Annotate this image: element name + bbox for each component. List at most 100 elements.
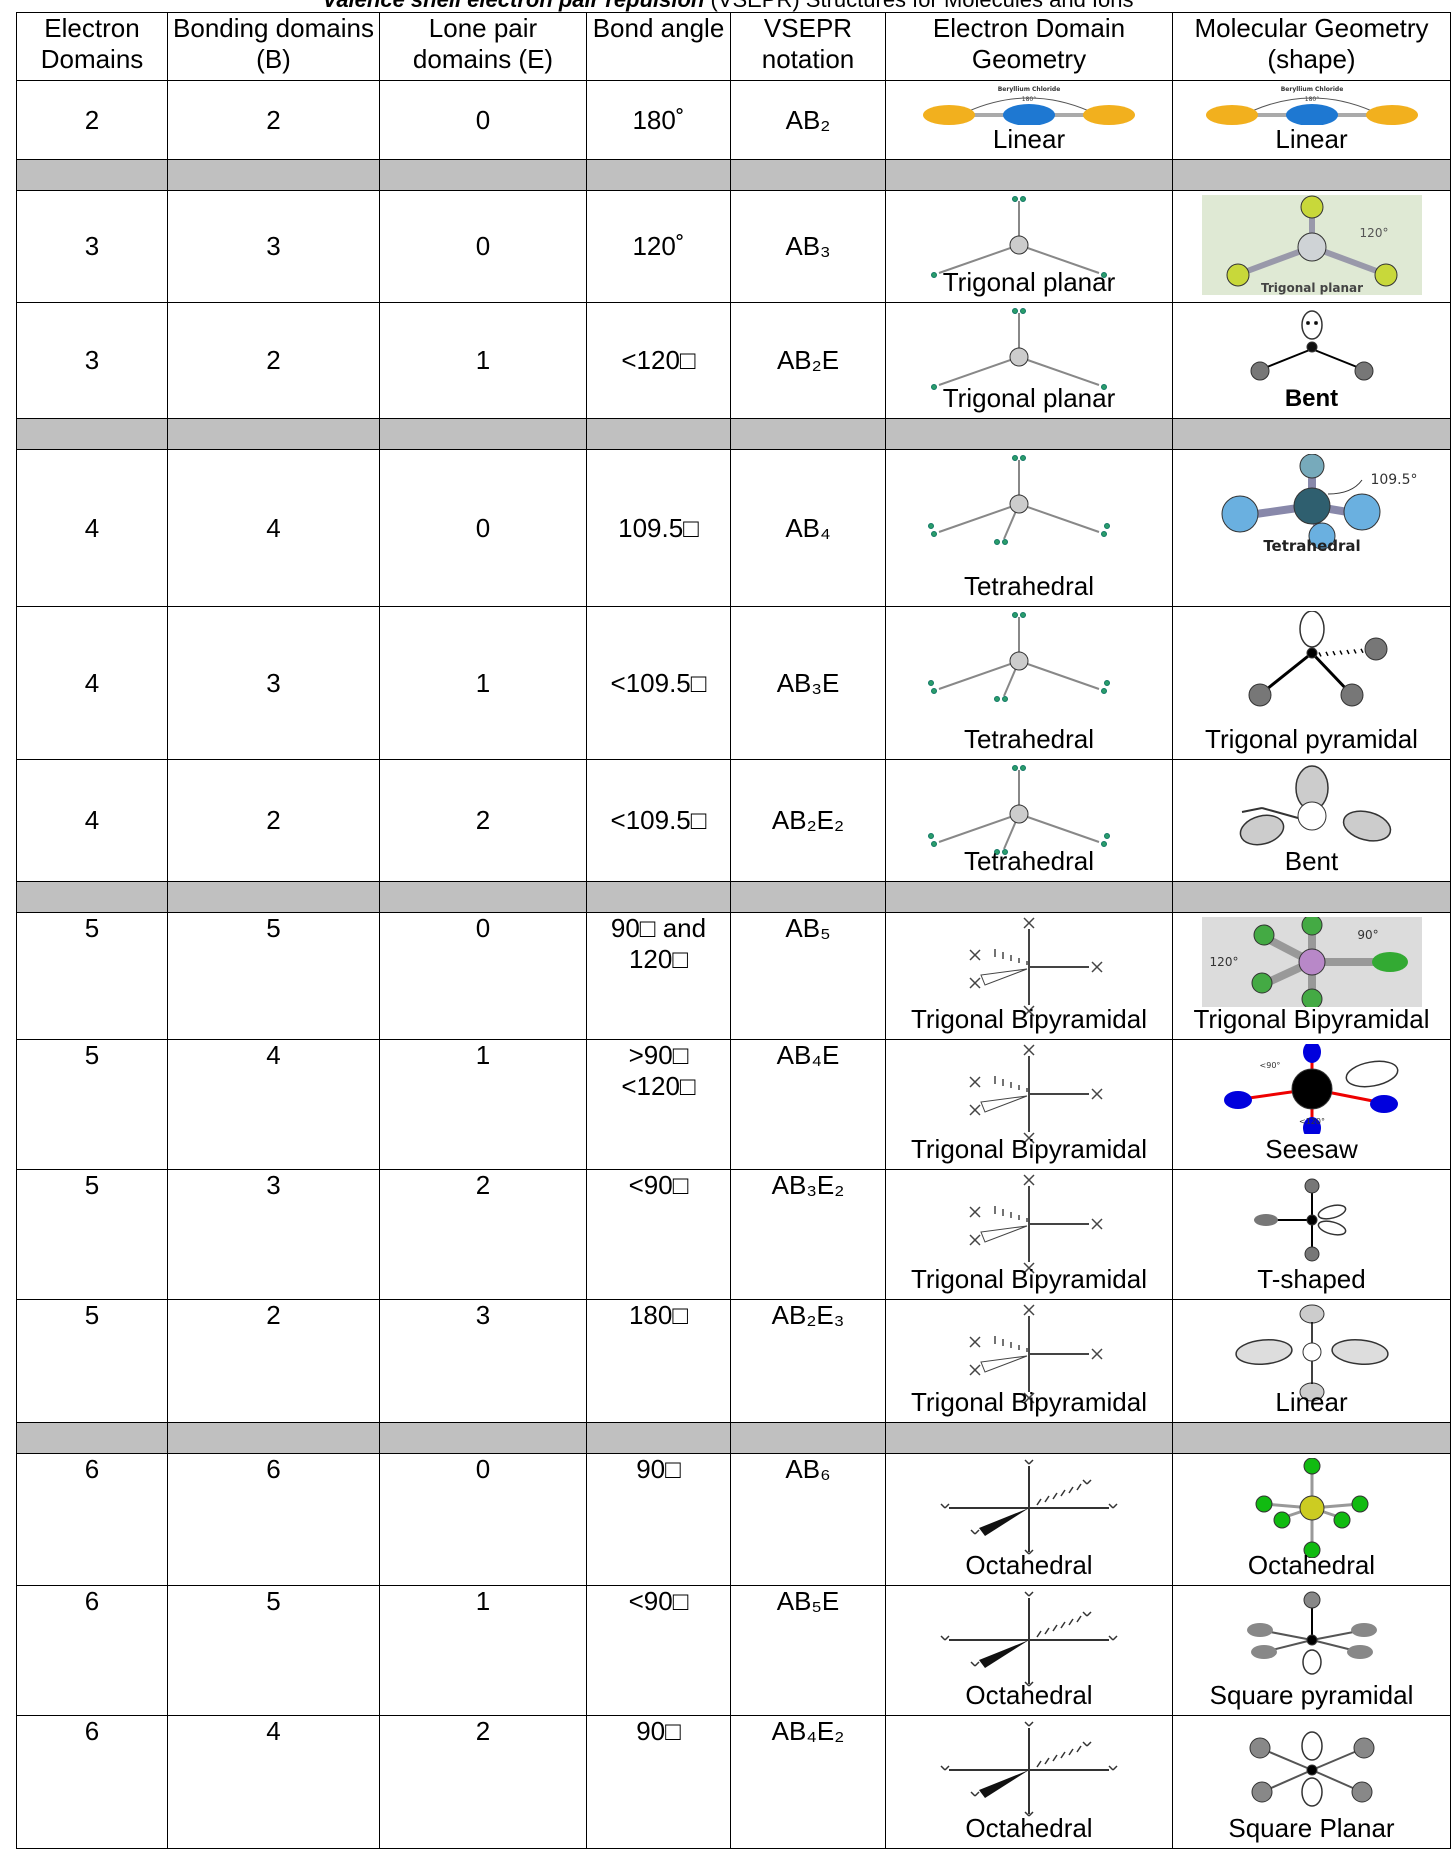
bond	[969, 1206, 981, 1218]
lone-pair	[1300, 1731, 1323, 1761]
diagram	[928, 612, 1110, 702]
title: Valence shell electron pair repulsion (V…	[0, 0, 1456, 12]
table-body: 2 2 0 180˚ AB₂ Beryllium Chloride 180° Linear Be…	[16, 80, 1451, 1849]
image-label: <90°	[1259, 1061, 1280, 1070]
geometry-label: Trigonal planar	[942, 383, 1116, 413]
diagram	[928, 455, 1110, 545]
bond	[1052, 1754, 1058, 1762]
bond	[1024, 1681, 1030, 1687]
bond	[938, 813, 1020, 843]
table-row: 5 4 1 >90□ <120□ AB₄E Trigonal Bipyramidal <90…	[16, 1039, 1451, 1170]
cell-domains: 5	[16, 1039, 168, 1170]
bond	[1331, 650, 1336, 656]
atom	[1306, 1634, 1317, 1646]
atom	[1083, 105, 1135, 125]
atom	[1251, 972, 1272, 994]
separator-cell	[1172, 418, 1451, 450]
atom	[923, 105, 975, 125]
bond	[1018, 660, 1100, 690]
atom	[1371, 952, 1408, 972]
image-label: Beryllium Chloride	[998, 86, 1061, 93]
bond	[969, 977, 981, 989]
bond	[1024, 1721, 1030, 1727]
bond	[1086, 1479, 1092, 1485]
separator-cell	[16, 881, 168, 913]
bond	[1086, 1741, 1092, 1747]
image-label: <120°	[1299, 1117, 1325, 1126]
atom	[1012, 308, 1018, 314]
bond	[1023, 1304, 1035, 1316]
cell-mg-geometry: Bent	[1172, 302, 1451, 419]
bond	[938, 244, 1020, 274]
bond	[1028, 1681, 1034, 1687]
bond	[1091, 1348, 1103, 1360]
cell-angle: 90□ and 120□	[586, 912, 731, 1040]
atom	[1020, 612, 1026, 618]
image-label: Tetrahedral	[1263, 537, 1360, 554]
title-bold: Valence shell electron pair repulsion	[322, 0, 704, 12]
table-row: 4 3 1 <109.5□ AB₃E Tetrahedral Trigonal pyrami…	[16, 606, 1451, 760]
separator-cell	[885, 1422, 1173, 1454]
atom	[1101, 688, 1107, 694]
atom	[1104, 523, 1110, 529]
cell-ed-geometry: Trigonal planar	[885, 190, 1173, 303]
atom	[928, 833, 934, 839]
atom	[1246, 1623, 1273, 1637]
cell-mg-geometry: Square Planar	[1172, 1715, 1451, 1849]
cell-lone: 0	[379, 1453, 587, 1586]
bond	[969, 1336, 981, 1348]
arc	[1327, 479, 1362, 495]
bond	[1112, 1503, 1118, 1509]
table-row: 4 4 0 109.5□ AB₄ Tetrahedral 109.5° Tetrahedral	[16, 449, 1451, 607]
bond	[1028, 1811, 1034, 1817]
bond	[1108, 1635, 1114, 1641]
atom	[1012, 612, 1018, 618]
lone-pair	[1300, 310, 1323, 340]
cell-domains: 6	[16, 1453, 168, 1586]
cell-notation: AB₆	[730, 1453, 886, 1586]
atom	[1250, 1645, 1277, 1659]
atom	[1303, 1541, 1320, 1558]
bond	[1060, 1751, 1066, 1759]
atom	[1226, 263, 1249, 287]
cell-notation: AB₂	[730, 80, 886, 160]
atom	[1101, 272, 1107, 278]
atom	[1020, 765, 1026, 771]
table-row: 3 2 1 <120□ AB₂E Trigonal planar Bent	[16, 302, 1451, 419]
atom	[1101, 531, 1107, 537]
separator-cell	[379, 1422, 587, 1454]
geometry-label: Trigonal Bipyramidal	[1193, 1004, 1430, 1034]
atom	[1301, 988, 1322, 1007]
cell-lone: 1	[379, 606, 587, 760]
atom	[1273, 1511, 1290, 1529]
wedge	[980, 968, 1028, 986]
atom	[1340, 683, 1363, 707]
atom	[1351, 1781, 1372, 1803]
atom	[1350, 1623, 1377, 1637]
atom	[1020, 455, 1026, 461]
cell-mg-geometry: 109.5° Tetrahedral	[1172, 449, 1451, 607]
cell-mg-geometry: 120° 90° Trigonal Bipyramidal	[1172, 912, 1451, 1040]
bond	[1108, 1503, 1114, 1509]
bond	[1317, 652, 1322, 657]
atom	[1009, 651, 1029, 671]
cell-domains: 2	[16, 80, 168, 160]
lone-pair	[1345, 1060, 1398, 1088]
bond	[1345, 649, 1350, 655]
atom	[1299, 454, 1324, 479]
separator-row	[16, 418, 1451, 450]
header-cell: Bonding domains (B)	[167, 12, 380, 81]
bond	[970, 1529, 976, 1535]
diagram: Beryllium Chloride 180°	[923, 86, 1135, 125]
lone-pair	[1234, 1339, 1293, 1365]
atom	[1104, 833, 1110, 839]
atom	[994, 696, 1000, 702]
bond	[1082, 1479, 1088, 1485]
header-cell: Electron Domains	[16, 12, 168, 81]
header-cell: VSEPR notation	[730, 12, 886, 81]
bond	[1044, 1495, 1050, 1503]
cell-ed-geometry: Trigonal Bipyramidal	[885, 1299, 1173, 1423]
cell-notation: AB₄E₂	[730, 1715, 886, 1849]
lone-pair	[1317, 1220, 1346, 1236]
table-row: 6 5 1 <90□ AB₅E Octahedral Square pyramidal	[16, 1585, 1451, 1716]
